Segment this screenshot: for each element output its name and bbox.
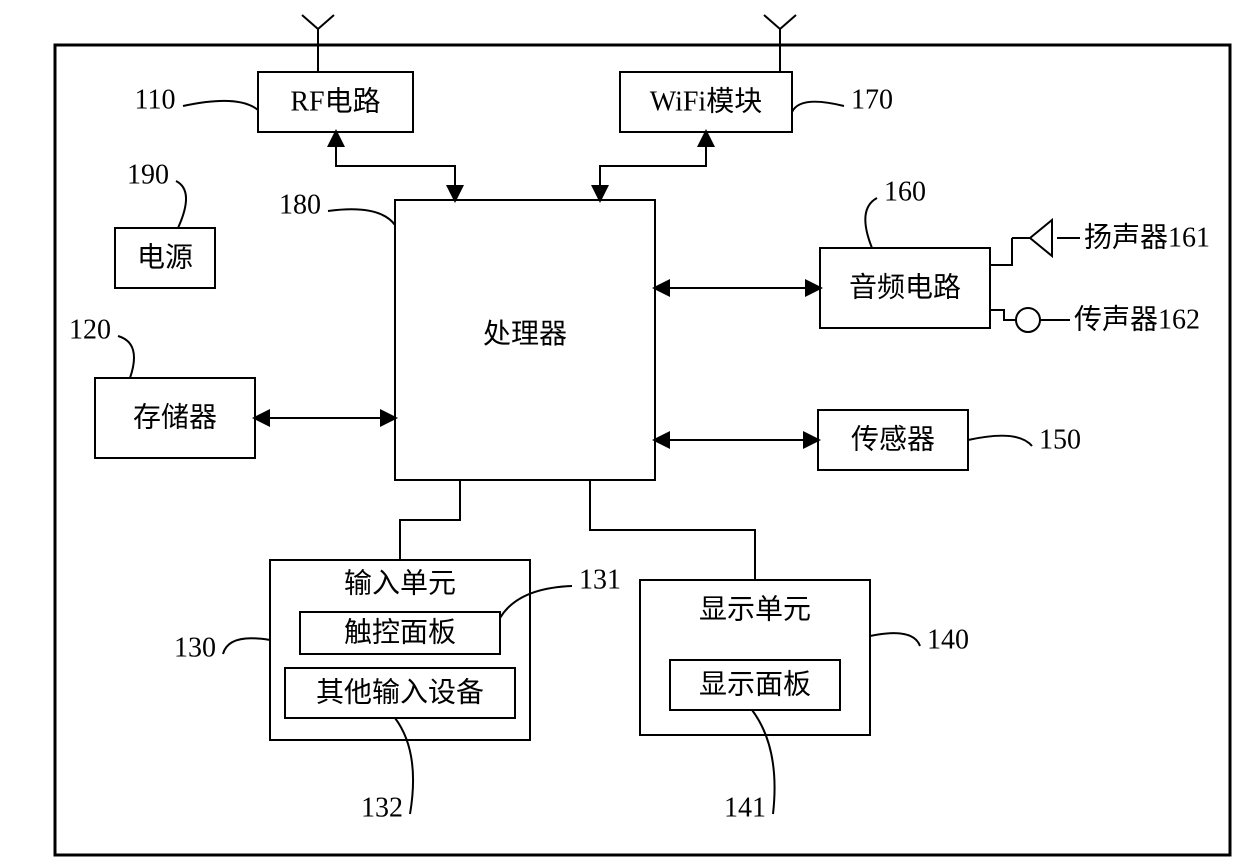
ref-150: 150 bbox=[1039, 425, 1081, 456]
svg-text:RF电路: RF电路 bbox=[290, 86, 380, 118]
ref-130: 130 bbox=[174, 633, 216, 664]
ref-120-leader bbox=[118, 336, 134, 378]
ref-170-leader bbox=[792, 102, 844, 112]
svg-text:显示面板: 显示面板 bbox=[699, 669, 811, 701]
svg-text:音频电路: 音频电路 bbox=[849, 272, 961, 304]
svg-text:触控面板: 触控面板 bbox=[344, 617, 456, 649]
ref-141: 141 bbox=[724, 793, 766, 824]
ref-160-leader bbox=[865, 198, 877, 248]
svg-text:处理器: 处理器 bbox=[483, 318, 567, 350]
svg-text:WiFi模块: WiFi模块 bbox=[650, 86, 762, 118]
ref-140-leader bbox=[870, 633, 920, 646]
ref-110: 110 bbox=[135, 85, 176, 116]
ref-180: 180 bbox=[279, 190, 321, 221]
ref-190: 190 bbox=[127, 160, 169, 191]
ref-140: 140 bbox=[927, 625, 969, 656]
ref-180-leader bbox=[328, 209, 395, 225]
ref-110-leader bbox=[183, 101, 258, 110]
svg-text:显示单元: 显示单元 bbox=[699, 594, 811, 626]
speaker-icon bbox=[1012, 220, 1080, 256]
ref-170: 170 bbox=[851, 85, 893, 116]
ref-131: 131 bbox=[579, 565, 621, 596]
ref-150-leader bbox=[968, 436, 1032, 446]
svg-text:其他输入设备: 其他输入设备 bbox=[316, 677, 484, 709]
ref-130-leader bbox=[223, 638, 270, 654]
svg-text:传感器: 传感器 bbox=[851, 424, 935, 456]
ref-190-leader bbox=[176, 181, 186, 228]
ref-120: 120 bbox=[69, 315, 111, 346]
ref-160: 160 bbox=[884, 177, 926, 208]
ref-132: 132 bbox=[361, 793, 403, 824]
microphone-icon bbox=[1016, 308, 1070, 332]
svg-text:电源: 电源 bbox=[137, 242, 193, 274]
svg-text:传声器162: 传声器162 bbox=[1074, 304, 1200, 336]
svg-text:扬声器161: 扬声器161 bbox=[1084, 222, 1210, 254]
svg-text:存储器: 存储器 bbox=[133, 402, 217, 434]
block-diagram: RF电路 WiFi模块电源存储器传感器 音频电路处理器输入单元触控面板其他输入设备 显… bbox=[0, 0, 1240, 866]
svg-text:输入单元: 输入单元 bbox=[344, 568, 456, 600]
